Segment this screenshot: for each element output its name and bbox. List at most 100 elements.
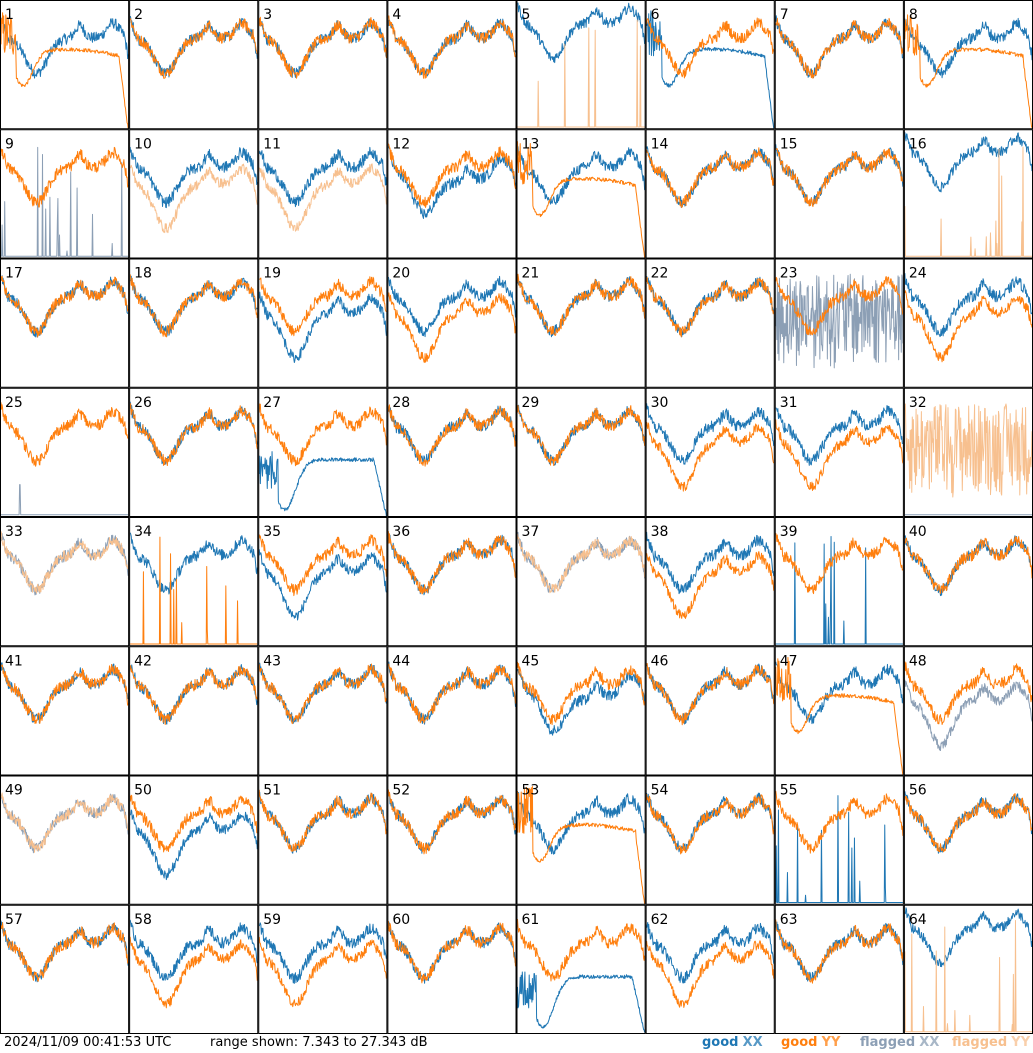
yy-trace [646,17,775,79]
panel-label: 56 [909,783,927,799]
panel-30: 30 [645,387,775,517]
panel-label: 43 [263,653,281,669]
panel-frame [645,646,775,776]
panel-label: 4 [392,7,401,23]
footer: 2024/11/09 00:41:53 UTC range shown: 7.3… [0,1034,1033,1053]
yy-trace [904,793,1033,853]
yy-trace [646,147,775,209]
panel-frame [645,0,775,130]
panel-label: 49 [5,783,23,799]
panel-frame [258,129,388,259]
panel-frame [645,387,775,517]
yy-trace [0,792,129,853]
panel-frame [129,775,259,905]
yy-trace [387,15,516,79]
panel-frame [387,775,517,905]
yy-trace [517,141,646,258]
yy-trace [775,790,904,854]
panel-50: 50 [129,775,259,905]
xx-trace [904,132,1033,193]
panel-frame [516,517,646,647]
yy-trace [517,405,646,467]
panel-7: 7 [774,0,904,130]
xx-trace [775,536,903,645]
panel-36: 36 [387,517,517,647]
panel-frame [774,517,904,647]
yy-trace [646,940,775,1008]
xx-trace [258,18,387,78]
panel-frame [387,646,517,776]
xx-trace [775,144,904,207]
yy-trace [775,419,904,491]
panel-44: 44 [387,646,517,776]
panel-label: 60 [392,912,410,928]
yy-trace [0,531,129,594]
panel-42: 42 [129,646,259,776]
xx-trace [517,792,646,855]
panel-11: 11 [258,129,388,259]
panel-frame [258,775,388,905]
panel-frame [129,517,259,647]
yy-trace [646,276,775,338]
yy-trace [258,16,387,79]
panel-59: 59 [258,904,388,1034]
xx-trace [646,403,775,465]
yy-trace [646,551,775,619]
panel-frame [0,775,130,905]
panel-frame [258,517,388,647]
panel-62: 62 [645,904,775,1034]
panel-label: 1 [5,7,14,23]
legend-good-yy: good YY [781,1035,841,1050]
panel-label: 37 [522,524,540,540]
yy-trace [387,920,516,984]
yy-trace [517,786,646,904]
panel-frame [774,904,904,1034]
yy-trace [0,663,129,724]
yy-trace [0,146,129,208]
xx-trace [904,679,1033,752]
panel-43: 43 [258,646,388,776]
yy-trace [775,276,904,336]
panel-label: 54 [651,783,669,799]
panel-frame [774,0,904,130]
yy-trace [129,936,258,1009]
yy-trace [904,403,1033,498]
panel-label: 26 [134,395,152,411]
panel-9: 9 [0,129,130,259]
panel-label: 38 [651,524,669,540]
panel-39: 39 [774,517,904,647]
panel-25: 25 [0,387,130,517]
xx-trace [258,662,387,724]
panel-frame [645,517,775,647]
panel-label: 14 [651,136,669,152]
panel-label: 51 [263,783,281,799]
panel-frame [645,129,775,259]
yy-trace [646,421,775,492]
xx-trace [1,484,129,516]
panel-label: 25 [5,395,23,411]
panel-49: 49 [0,775,130,905]
panel-34: 34 [129,517,259,647]
yy-trace [258,534,387,597]
panel-frame [516,646,646,776]
panel-58: 58 [129,904,259,1034]
xx-trace [129,532,258,595]
panel-frame [258,904,388,1034]
yy-trace [129,163,258,234]
panel-label: 50 [134,783,152,799]
panel-15: 15 [774,129,904,259]
yy-trace [775,657,904,775]
yy-trace [517,661,646,725]
yy-trace [387,663,516,724]
panel-10: 10 [129,129,259,259]
panel-frame [387,0,517,130]
panel-label: 3 [263,7,272,23]
panel-frame [387,517,517,647]
panel-label: 2 [134,7,143,23]
panel-frame [774,387,904,517]
panel-label: 30 [651,395,669,411]
yy-trace [904,920,1032,1033]
panel-label: 18 [134,266,152,282]
panel-51: 51 [258,775,388,905]
xx-trace [775,273,904,369]
